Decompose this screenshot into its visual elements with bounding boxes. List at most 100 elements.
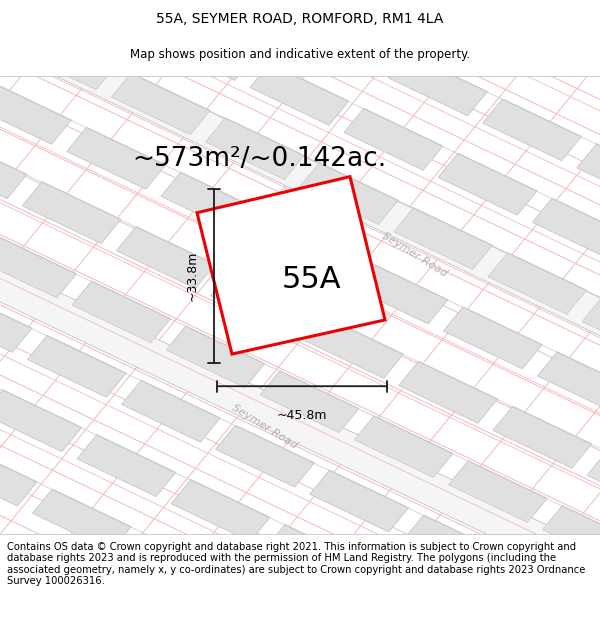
Polygon shape [28,336,126,397]
Polygon shape [265,524,364,586]
Polygon shape [538,352,600,414]
Polygon shape [22,182,121,243]
Polygon shape [116,227,215,288]
Polygon shape [112,73,210,134]
Polygon shape [532,198,600,260]
Polygon shape [355,416,453,478]
Polygon shape [483,99,581,161]
Polygon shape [255,217,354,279]
Polygon shape [389,54,487,116]
Text: Seymer Road: Seymer Road [230,402,298,451]
Polygon shape [0,0,22,45]
Polygon shape [0,390,82,451]
Polygon shape [355,416,453,478]
Polygon shape [161,173,260,234]
Polygon shape [577,144,600,206]
Polygon shape [72,281,170,342]
Polygon shape [197,177,385,354]
Polygon shape [0,137,27,199]
Polygon shape [449,461,547,522]
Polygon shape [166,326,265,388]
Polygon shape [399,361,497,423]
Polygon shape [443,307,542,369]
Polygon shape [32,489,131,551]
Polygon shape [206,118,304,179]
Polygon shape [449,461,547,522]
Polygon shape [206,118,304,179]
Polygon shape [0,390,82,451]
Polygon shape [255,217,354,279]
Polygon shape [0,444,37,506]
Polygon shape [305,316,403,378]
Polygon shape [77,435,176,496]
Polygon shape [344,108,443,170]
Polygon shape [0,82,71,144]
Polygon shape [171,479,270,541]
Polygon shape [577,144,600,206]
Polygon shape [0,291,32,352]
Polygon shape [122,381,220,442]
Polygon shape [0,137,27,199]
Polygon shape [399,361,497,423]
Polygon shape [310,470,409,532]
Polygon shape [0,211,600,602]
Polygon shape [359,569,458,625]
Polygon shape [0,291,32,352]
Polygon shape [344,108,443,170]
Polygon shape [0,544,86,605]
Polygon shape [0,444,37,506]
Polygon shape [127,534,226,596]
Polygon shape [299,162,398,224]
Polygon shape [349,262,448,324]
Polygon shape [127,534,226,596]
Polygon shape [359,569,458,625]
Polygon shape [299,162,398,224]
Polygon shape [498,560,597,622]
Polygon shape [310,470,409,532]
Polygon shape [295,9,393,71]
Polygon shape [349,262,448,324]
Polygon shape [28,336,126,397]
Polygon shape [17,28,116,90]
Polygon shape [488,253,587,314]
Polygon shape [112,73,210,134]
Polygon shape [260,371,359,432]
Polygon shape [216,425,314,487]
Polygon shape [161,173,260,234]
Text: ~45.8m: ~45.8m [277,409,327,422]
Polygon shape [295,9,393,71]
Polygon shape [250,64,349,125]
Polygon shape [389,54,487,116]
Polygon shape [116,227,215,288]
Polygon shape [0,544,86,605]
Polygon shape [0,82,71,144]
Polygon shape [250,64,349,125]
Polygon shape [22,182,121,243]
Polygon shape [493,406,592,468]
Polygon shape [542,506,600,568]
Polygon shape [488,253,587,314]
Polygon shape [483,99,581,161]
Polygon shape [394,208,493,269]
Polygon shape [443,307,542,369]
Polygon shape [211,271,309,333]
Polygon shape [394,208,493,269]
Polygon shape [156,19,254,80]
Polygon shape [439,153,537,215]
Polygon shape [587,451,600,513]
Polygon shape [156,19,254,80]
Polygon shape [67,127,166,189]
Polygon shape [542,506,600,568]
Polygon shape [532,198,600,260]
Polygon shape [404,515,503,577]
Polygon shape [0,0,22,45]
Text: Contains OS data © Crown copyright and database right 2021. This information is : Contains OS data © Crown copyright and d… [7,542,586,586]
Polygon shape [171,479,270,541]
Polygon shape [0,236,76,298]
Text: ~33.8m: ~33.8m [186,251,199,301]
Polygon shape [404,515,503,577]
Polygon shape [77,435,176,496]
Polygon shape [216,425,314,487]
Polygon shape [265,524,364,586]
Polygon shape [32,489,131,551]
